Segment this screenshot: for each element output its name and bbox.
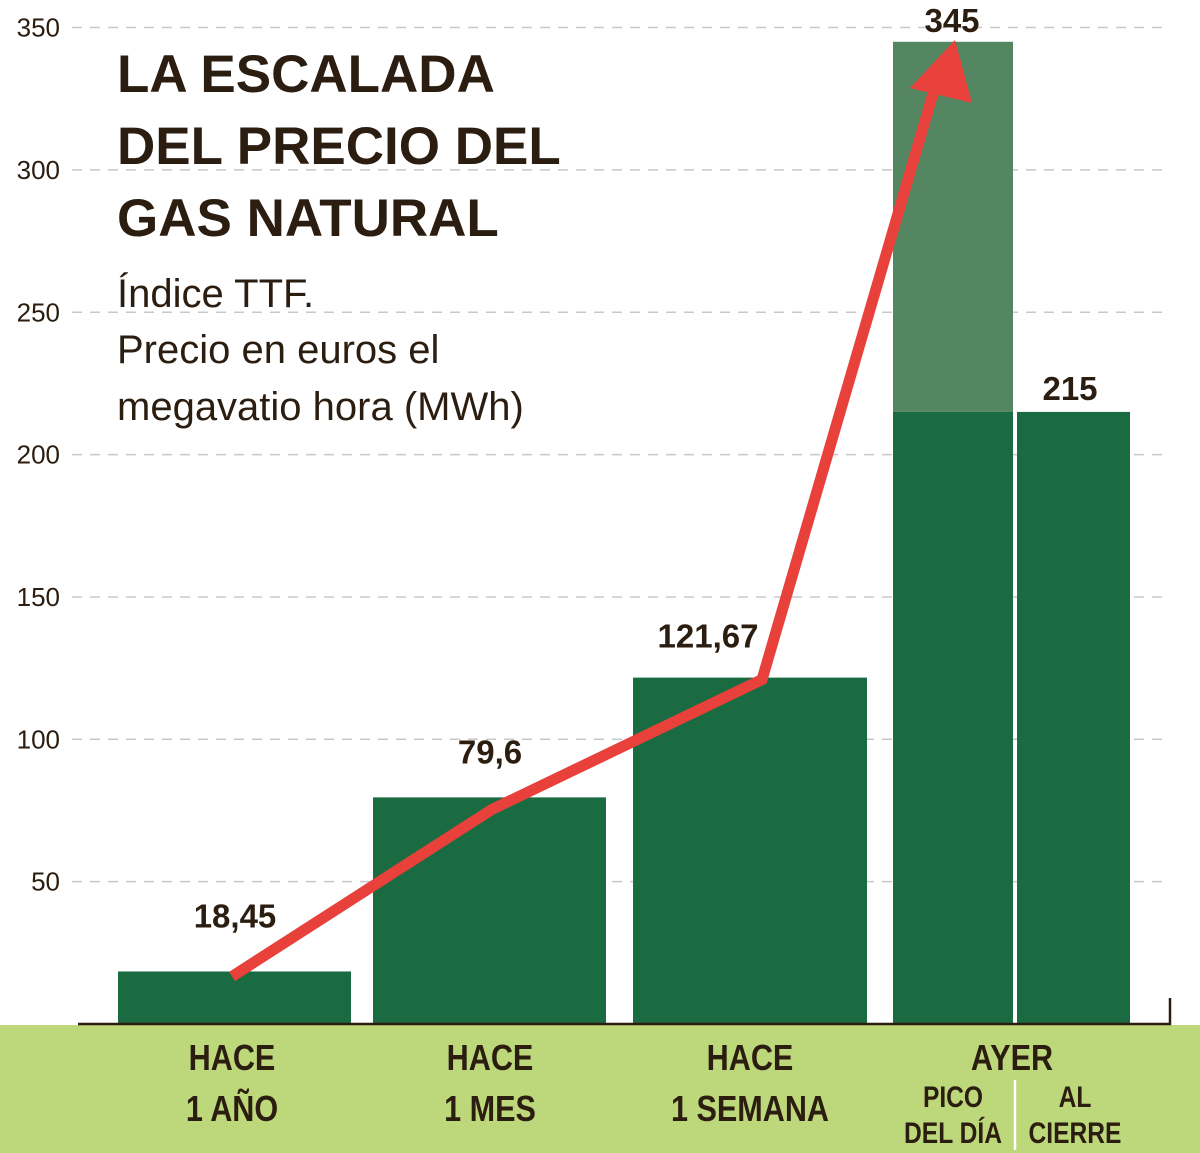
value-label: 18,45	[194, 897, 277, 934]
bar-close	[1017, 411, 1130, 1024]
category-label: HACE	[707, 1039, 794, 1079]
category-label: AYER	[971, 1039, 1053, 1079]
category-label: 1 SEMANA	[671, 1090, 829, 1130]
value-label: 345	[924, 2, 979, 39]
y-axis-ticks: 50 100 150 200 250 300 350	[17, 13, 60, 897]
value-label: 215	[1042, 370, 1097, 407]
subtitle-line-1: Índice TTF.	[117, 271, 314, 316]
gridlines	[72, 26, 1165, 883]
category-label: HACE	[447, 1039, 534, 1079]
title-line-2: DEL PRECIO DEL	[117, 117, 561, 176]
y-tick-label: 300	[17, 155, 60, 185]
chart-subtitle: Índice TTF. Precio en euros el megavatio…	[117, 271, 524, 429]
bar-peak-upper	[893, 41, 1013, 412]
y-tick-label: 50	[31, 867, 60, 897]
bars	[118, 41, 1130, 1024]
subcategory-label: CIERRE	[1029, 1116, 1122, 1150]
trend-arrow	[229, 40, 972, 982]
category-band	[0, 1025, 1200, 1153]
bar	[633, 677, 867, 1024]
value-label: 79,6	[458, 733, 522, 770]
y-tick-label: 250	[17, 297, 60, 327]
subtitle-line-2: Precio en euros el	[117, 328, 439, 372]
y-tick-label: 150	[17, 582, 60, 612]
title-line-1: LA ESCALADA	[117, 45, 495, 104]
subcategory-label: AL	[1059, 1080, 1092, 1114]
y-tick-label: 100	[17, 724, 60, 754]
subcategory-label: PICO	[923, 1080, 983, 1114]
category-label: HACE	[189, 1039, 276, 1079]
bar-peak-lower	[893, 411, 1013, 1024]
value-labels: 18,45 79,6 121,67 345 215	[194, 2, 1098, 935]
y-tick-label: 200	[17, 440, 60, 470]
subtitle-line-3: megavatio hora (MWh)	[117, 385, 524, 429]
arrow-head-icon	[910, 40, 972, 103]
subcategory-label: DEL DÍA	[904, 1116, 1002, 1150]
trend-line	[229, 85, 941, 982]
category-label: 1 MES	[444, 1090, 536, 1130]
value-label: 121,67	[658, 618, 759, 655]
category-label: 1 AÑO	[186, 1089, 278, 1130]
category-labels: HACE 1 AÑO HACE 1 MES HACE 1 SEMANA AYERPICODE…	[186, 1039, 1122, 1150]
y-tick-label: 350	[17, 13, 60, 43]
chart-title: LA ESCALADA DEL PRECIO DEL GAS NATURAL	[117, 45, 561, 248]
bar	[373, 797, 606, 1024]
title-line-3: GAS NATURAL	[117, 189, 499, 248]
